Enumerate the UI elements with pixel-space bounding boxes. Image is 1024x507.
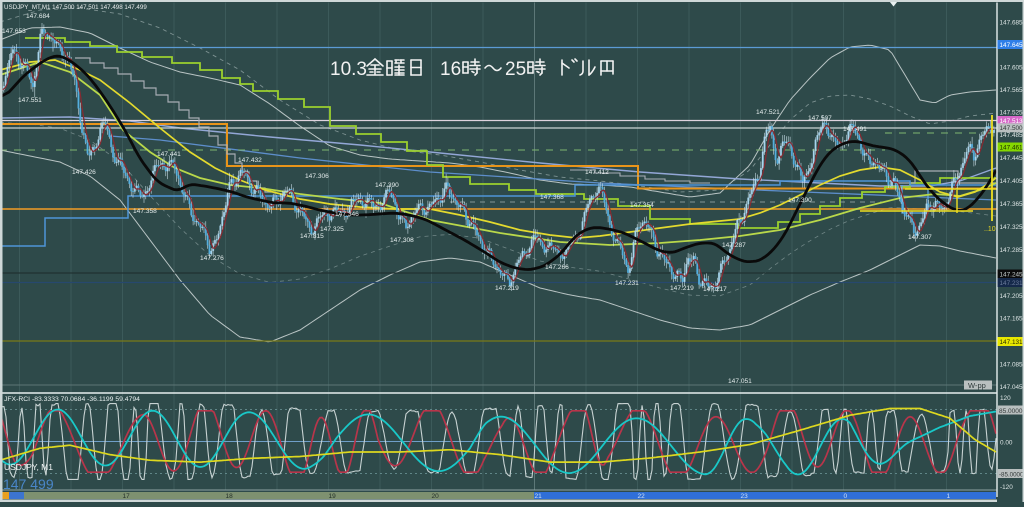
svg-text:147.551: 147.551 <box>18 97 42 104</box>
svg-text:147.308: 147.308 <box>390 237 414 244</box>
svg-text:147.231: 147.231 <box>615 280 639 287</box>
svg-text:147.507: 147.507 <box>808 115 832 122</box>
svg-text:22: 22 <box>638 493 646 500</box>
svg-text:147.461: 147.461 <box>1000 144 1024 151</box>
svg-text:147.219: 147.219 <box>495 285 519 292</box>
svg-text:147.405: 147.405 <box>1000 178 1024 185</box>
svg-text:147.131: 147.131 <box>1000 339 1024 346</box>
svg-text:147.165: 147.165 <box>1000 315 1024 322</box>
svg-text:147.266: 147.266 <box>545 264 569 271</box>
svg-text:147.412: 147.412 <box>585 169 609 176</box>
svg-text:0: 0 <box>844 493 848 500</box>
svg-text:16: 16 <box>440 59 461 80</box>
svg-text:147.354: 147.354 <box>630 202 654 209</box>
svg-text:147.500: 147.500 <box>1000 125 1024 132</box>
svg-text:147.219: 147.219 <box>670 285 694 292</box>
svg-text:85.0000: 85.0000 <box>999 408 1023 415</box>
svg-text:-120: -120 <box>1000 484 1013 491</box>
svg-text:147.491: 147.491 <box>843 126 867 133</box>
svg-text:147.521: 147.521 <box>756 109 780 116</box>
svg-text:0.00: 0.00 <box>1000 440 1013 447</box>
svg-text:147.231: 147.231 <box>1000 280 1024 287</box>
svg-text:147.085: 147.085 <box>1000 361 1024 368</box>
svg-text:147.565: 147.565 <box>1000 87 1024 94</box>
svg-text:147.605: 147.605 <box>1000 64 1024 71</box>
svg-text:23: 23 <box>741 493 749 500</box>
svg-text:147.426: 147.426 <box>72 169 96 176</box>
svg-text:19: 19 <box>329 493 337 500</box>
svg-text:147.307: 147.307 <box>908 234 932 241</box>
svg-text:147.245: 147.245 <box>1000 271 1024 278</box>
svg-text:147.485: 147.485 <box>1000 132 1024 139</box>
svg-text:147.432: 147.432 <box>238 157 262 164</box>
svg-text:147.306: 147.306 <box>305 173 329 180</box>
svg-text:147.358: 147.358 <box>133 208 157 215</box>
svg-text:147.217: 147.217 <box>703 286 727 293</box>
svg-text:18: 18 <box>226 493 234 500</box>
svg-text:21: 21 <box>535 493 543 500</box>
svg-text:-85.0000: -85.0000 <box>999 472 1024 479</box>
svg-text:147.645: 147.645 <box>1000 42 1024 49</box>
svg-text:147.684: 147.684 <box>26 13 50 20</box>
svg-text:147.390: 147.390 <box>788 197 812 204</box>
svg-text:147.045: 147.045 <box>1000 384 1024 391</box>
svg-text:20: 20 <box>432 493 440 500</box>
svg-text:25: 25 <box>505 59 526 80</box>
svg-text:147.285: 147.285 <box>1000 247 1024 254</box>
svg-text:1: 1 <box>947 493 951 500</box>
svg-text:147.445: 147.445 <box>1000 155 1024 162</box>
svg-text:147.287: 147.287 <box>722 242 746 249</box>
svg-text:147.205: 147.205 <box>1000 293 1024 300</box>
svg-text:147.325: 147.325 <box>1000 224 1024 231</box>
svg-text:147.441: 147.441 <box>157 151 181 158</box>
svg-text:JFX-RCI -83.3333 70.0684 -36.1: JFX-RCI -83.3333 70.0684 -36.1199 59.479… <box>4 396 140 403</box>
svg-text:147.368: 147.368 <box>540 194 564 201</box>
svg-text:147 499: 147 499 <box>3 476 54 492</box>
svg-text:120: 120 <box>1000 395 1011 402</box>
svg-text:147.390: 147.390 <box>375 182 399 189</box>
svg-text:147.315: 147.315 <box>300 233 324 240</box>
svg-text:147.365: 147.365 <box>1000 201 1024 208</box>
svg-text:17: 17 <box>123 493 131 500</box>
svg-text:147.051: 147.051 <box>728 378 752 385</box>
svg-text:147.525: 147.525 <box>1000 109 1024 116</box>
svg-text:USDJPY, M1: USDJPY, M1 <box>4 462 53 472</box>
svg-text:147.653: 147.653 <box>2 28 26 35</box>
svg-text:147.325: 147.325 <box>320 226 344 233</box>
svg-text:147.346: 147.346 <box>335 211 359 218</box>
svg-text:10.3: 10.3 <box>330 59 367 80</box>
svg-text:USDJPY_MT,M1 147.500 147.501: USDJPY_MT,M1 147.500 147.501 147.498 147… <box>4 4 147 11</box>
svg-text:147.276: 147.276 <box>200 255 224 262</box>
svg-text:147.685: 147.685 <box>1000 19 1024 26</box>
svg-text:W-pp: W-pp <box>968 381 986 390</box>
svg-text:..10: ..10 <box>984 226 996 233</box>
